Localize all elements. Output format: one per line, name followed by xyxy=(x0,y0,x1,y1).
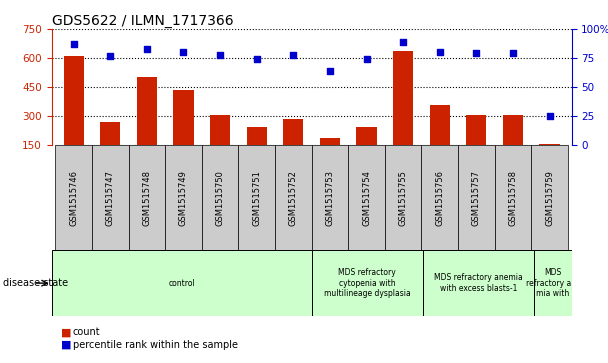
Bar xyxy=(348,145,385,250)
Text: GSM1515749: GSM1515749 xyxy=(179,170,188,226)
Point xyxy=(179,49,188,55)
Point xyxy=(252,56,261,62)
Text: disease state: disease state xyxy=(3,278,68,288)
Bar xyxy=(92,145,128,250)
Bar xyxy=(423,250,534,316)
Point xyxy=(215,52,225,57)
Text: MDS refractory anemia
with excess blasts-1: MDS refractory anemia with excess blasts… xyxy=(434,273,523,293)
Bar xyxy=(534,250,572,316)
Point xyxy=(69,41,78,47)
Text: ■: ■ xyxy=(61,340,71,350)
Point xyxy=(142,46,152,52)
Bar xyxy=(503,115,523,174)
Point xyxy=(325,68,335,74)
Text: GSM1515757: GSM1515757 xyxy=(472,170,481,226)
Text: GDS5622 / ILMN_1717366: GDS5622 / ILMN_1717366 xyxy=(52,14,233,28)
Text: GSM1515750: GSM1515750 xyxy=(216,170,224,226)
Point xyxy=(435,49,444,55)
Bar xyxy=(539,144,559,174)
Bar xyxy=(283,119,303,174)
Text: ■: ■ xyxy=(61,327,71,337)
Text: GSM1515759: GSM1515759 xyxy=(545,170,554,226)
Bar xyxy=(466,115,486,174)
Point xyxy=(471,50,481,56)
Bar xyxy=(128,145,165,250)
Point xyxy=(105,53,115,59)
Bar xyxy=(356,127,376,174)
Bar xyxy=(275,145,311,250)
Text: GSM1515747: GSM1515747 xyxy=(106,170,115,226)
Bar xyxy=(238,145,275,250)
Text: GSM1515754: GSM1515754 xyxy=(362,170,371,226)
Bar xyxy=(495,145,531,250)
Bar xyxy=(393,51,413,174)
Point xyxy=(288,52,298,57)
Bar xyxy=(458,145,495,250)
Text: GSM1515748: GSM1515748 xyxy=(142,170,151,226)
Point xyxy=(508,50,518,56)
Text: control: control xyxy=(168,279,195,287)
Text: GSM1515756: GSM1515756 xyxy=(435,170,444,226)
Bar xyxy=(55,145,92,250)
Text: percentile rank within the sample: percentile rank within the sample xyxy=(73,340,238,350)
Text: GSM1515755: GSM1515755 xyxy=(399,170,407,226)
Bar xyxy=(137,77,157,174)
Text: GSM1515751: GSM1515751 xyxy=(252,170,261,226)
Point xyxy=(545,113,554,119)
Text: count: count xyxy=(73,327,100,337)
Bar xyxy=(531,145,568,250)
Bar xyxy=(100,122,120,174)
Bar xyxy=(64,56,84,174)
Text: GSM1515758: GSM1515758 xyxy=(508,170,517,226)
Bar xyxy=(320,138,340,174)
Bar xyxy=(247,127,267,174)
Bar xyxy=(421,145,458,250)
Bar xyxy=(311,250,423,316)
Text: GSM1515752: GSM1515752 xyxy=(289,170,298,226)
Bar xyxy=(311,145,348,250)
Bar xyxy=(210,115,230,174)
Text: GSM1515753: GSM1515753 xyxy=(325,170,334,226)
Text: MDS refractory
cytopenia with
multilineage dysplasia: MDS refractory cytopenia with multilinea… xyxy=(324,268,410,298)
Bar xyxy=(52,250,311,316)
Text: GSM1515746: GSM1515746 xyxy=(69,170,78,226)
Point xyxy=(398,39,408,45)
Bar xyxy=(430,105,450,174)
Point xyxy=(362,56,371,62)
Text: MDS
refractory ane
mia with: MDS refractory ane mia with xyxy=(525,268,580,298)
Bar xyxy=(385,145,421,250)
Bar xyxy=(202,145,238,250)
Bar xyxy=(165,145,202,250)
Bar xyxy=(173,90,193,174)
